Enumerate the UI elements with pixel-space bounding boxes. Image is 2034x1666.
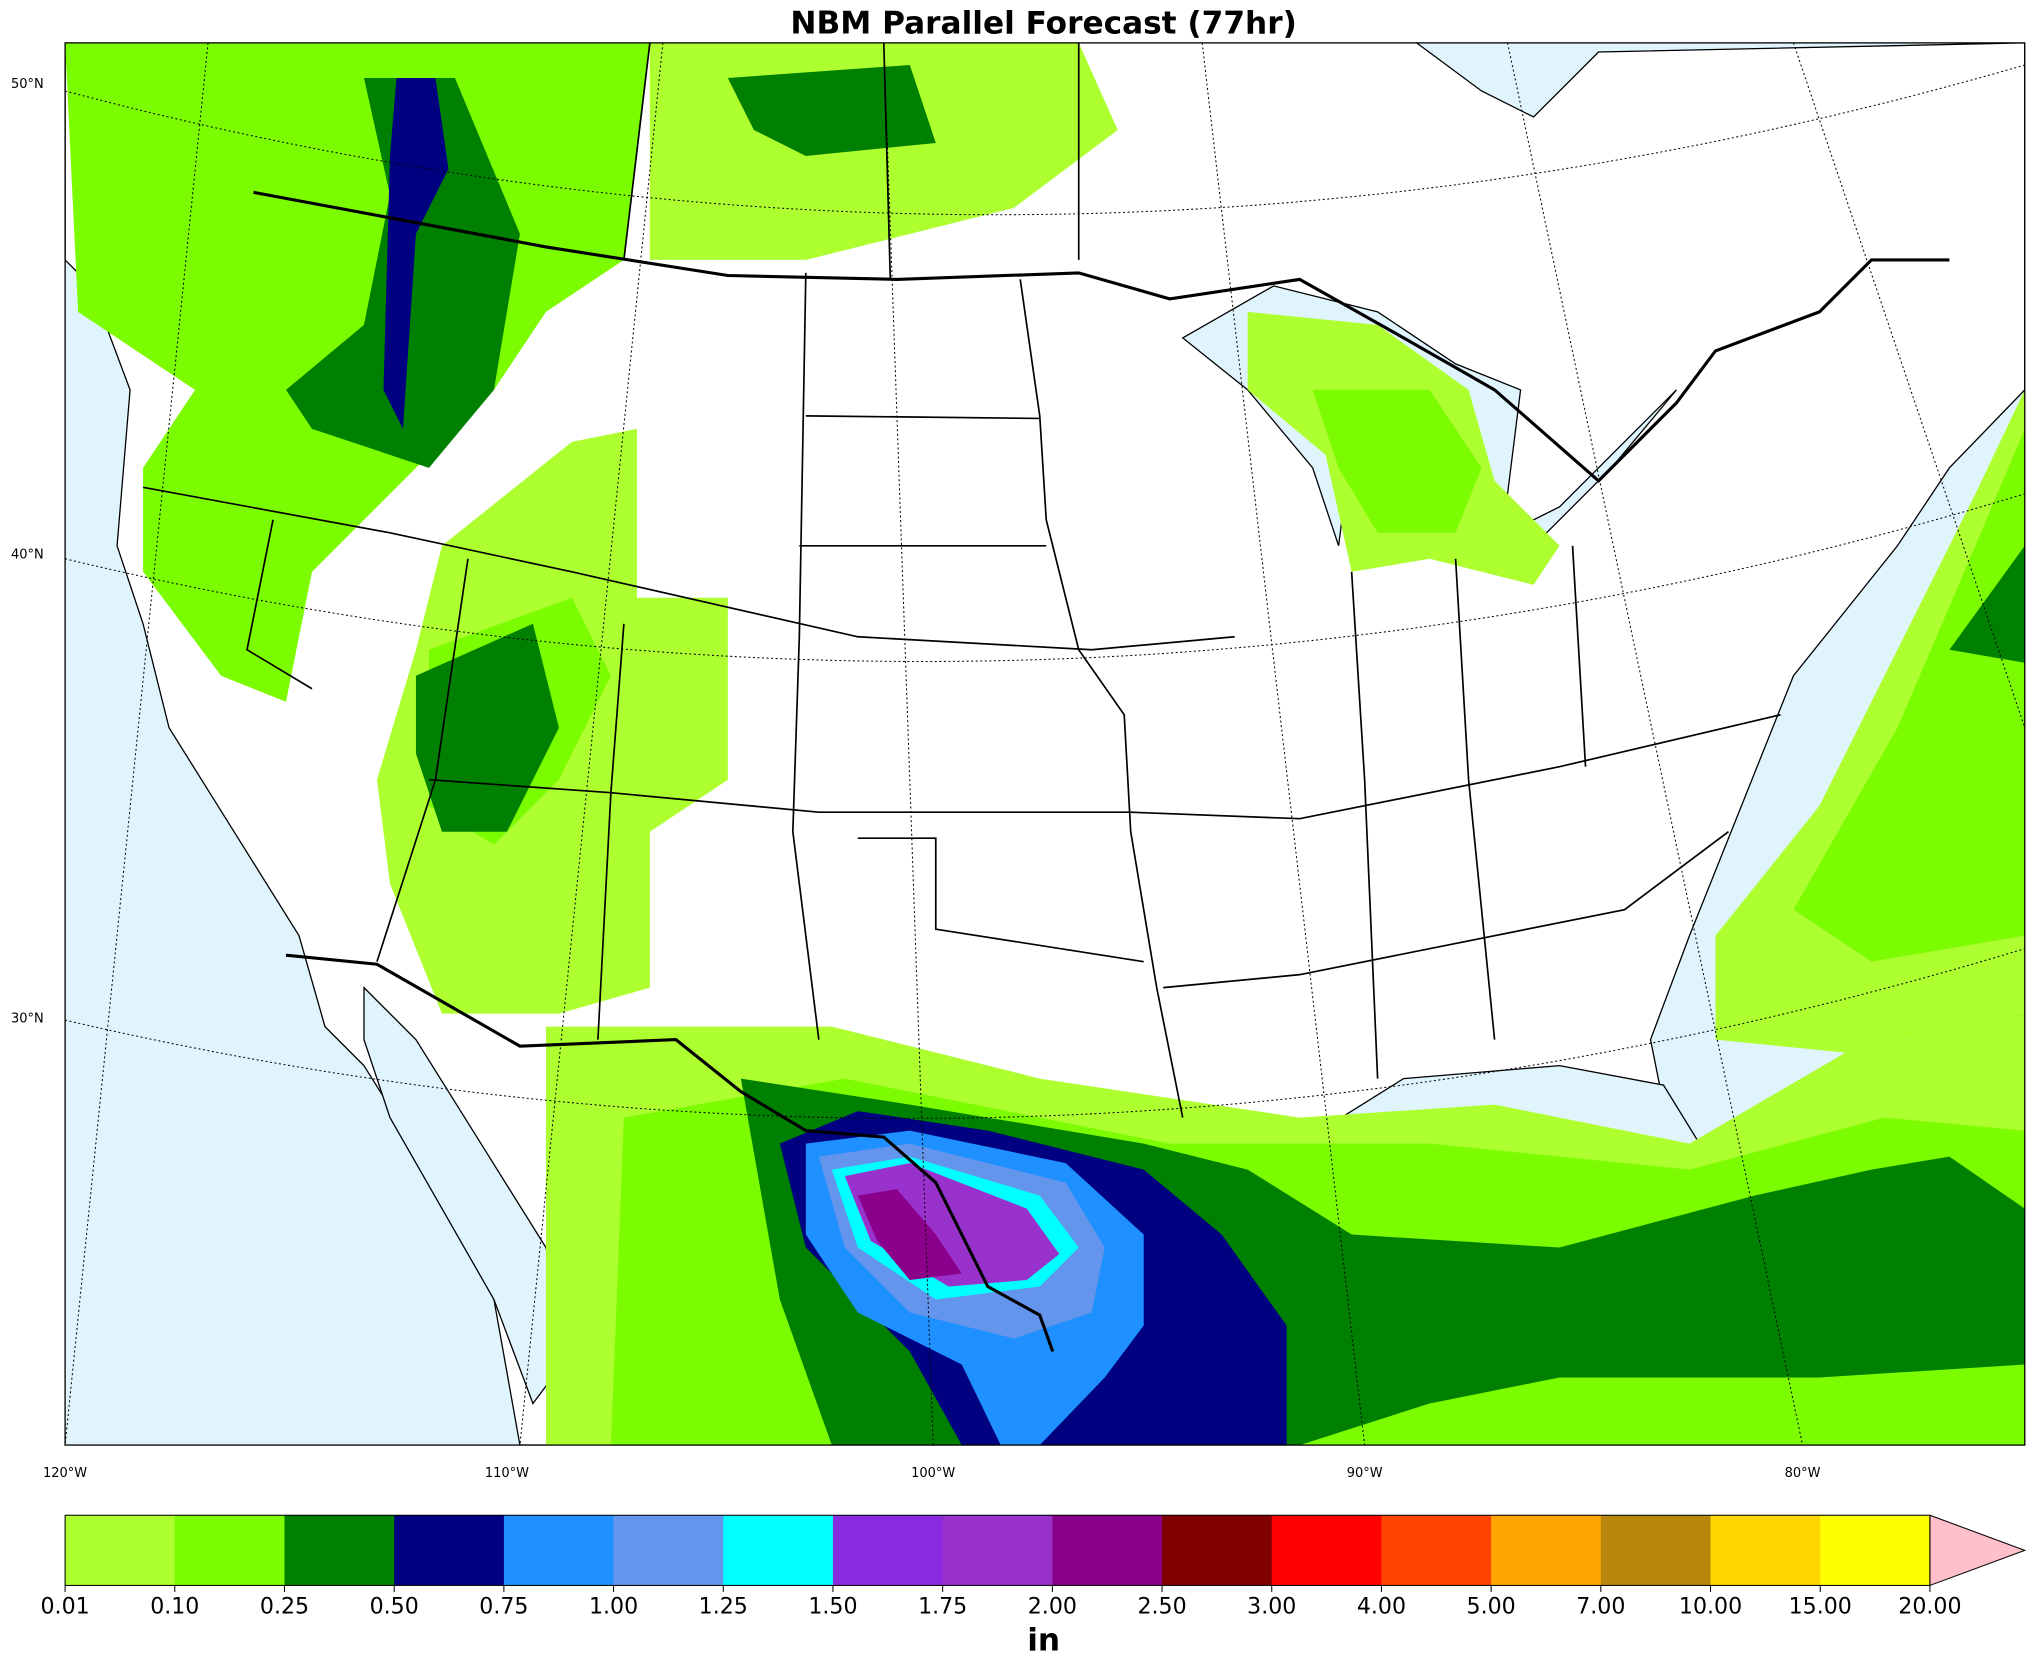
colorbar-tick-label: 2.00 bbox=[1028, 1594, 1077, 1620]
colorbar-tick-label: 7.00 bbox=[1576, 1594, 1625, 1620]
colorbar-tick-label: 1.00 bbox=[589, 1594, 638, 1620]
colorbar-segment bbox=[613, 1515, 724, 1586]
colorbar-segment bbox=[1052, 1515, 1163, 1586]
colorbar-segment bbox=[723, 1515, 834, 1586]
colorbar-segment bbox=[65, 1515, 176, 1586]
colorbar-tick-label: 5.00 bbox=[1467, 1594, 1516, 1620]
colorbar-tick-label: 0.25 bbox=[260, 1594, 309, 1620]
colorbar-segment bbox=[284, 1515, 395, 1586]
colorbar-tick-label: 3.00 bbox=[1247, 1594, 1296, 1620]
colorbar-tick-label: 0.50 bbox=[370, 1594, 419, 1620]
colorbar-segment bbox=[1271, 1515, 1383, 1586]
boundaries bbox=[142, 42, 1950, 1353]
colorbar-tick-label: 4.00 bbox=[1357, 1594, 1406, 1620]
lat-label: 50°N bbox=[11, 77, 44, 92]
colorbar-frame bbox=[64, 1514, 1931, 1586]
colorbar-segment bbox=[832, 1515, 944, 1586]
lon-label: 110°W bbox=[485, 1466, 529, 1481]
colorbar-tick-label: 1.50 bbox=[808, 1594, 857, 1620]
colorbar-tick-label: 1.25 bbox=[699, 1594, 748, 1620]
colorbar-segment bbox=[1381, 1515, 1492, 1586]
lat-labels: 50°N 40°N 30°N bbox=[11, 77, 44, 1026]
colorbar-tick-label: 1.75 bbox=[918, 1594, 967, 1620]
lat-label: 40°N bbox=[11, 547, 44, 562]
colorbar-tick-label: 0.10 bbox=[150, 1594, 199, 1620]
map-frame bbox=[64, 42, 2026, 1446]
graticule bbox=[65, 42, 2025, 1446]
lon-label: 80°W bbox=[1785, 1466, 1821, 1481]
precipitation bbox=[65, 42, 2025, 1446]
colorbar-segment bbox=[394, 1515, 505, 1586]
colorbar-tick-label: 15.00 bbox=[1789, 1594, 1852, 1620]
colorbar-tick-label: 10.00 bbox=[1679, 1594, 1742, 1620]
baja-sea bbox=[363, 986, 573, 1405]
colorbar-unit: in bbox=[1027, 1622, 1060, 1658]
colorbar-segment bbox=[503, 1515, 615, 1586]
map bbox=[64, 42, 2026, 1446]
lat-label: 30°N bbox=[11, 1011, 44, 1026]
lon-label: 100°W bbox=[911, 1466, 955, 1481]
colorbar-segment bbox=[942, 1515, 1054, 1586]
colorbar-tick-label: 0.75 bbox=[479, 1594, 528, 1620]
colorbar-tick-label: 0.01 bbox=[41, 1594, 90, 1620]
lon-label: 120°W bbox=[43, 1466, 87, 1481]
colorbar-segment bbox=[1710, 1515, 1821, 1586]
colorbar-segment bbox=[1820, 1515, 1931, 1586]
colorbar-segment bbox=[174, 1515, 286, 1586]
colorbar-segment bbox=[1162, 1515, 1273, 1586]
lon-labels: 120°W 110°W 100°W 90°W 80°W bbox=[43, 1466, 1821, 1481]
lon-label: 90°W bbox=[1347, 1466, 1383, 1481]
colorbar: 0.01 0.10 0.25 0.50 0.75 1.00 1.25 1.50 1.75 2.00… bbox=[41, 1514, 2027, 1620]
colorbar-segment bbox=[1600, 1515, 1712, 1586]
colorbar-tick-label: 2.50 bbox=[1137, 1594, 1186, 1620]
map-title: NBM Parallel Forecast (77hr) bbox=[790, 6, 1296, 42]
colorbar-tick-label: 20.00 bbox=[1898, 1594, 1961, 1620]
colorbar-segment bbox=[1491, 1515, 1602, 1586]
